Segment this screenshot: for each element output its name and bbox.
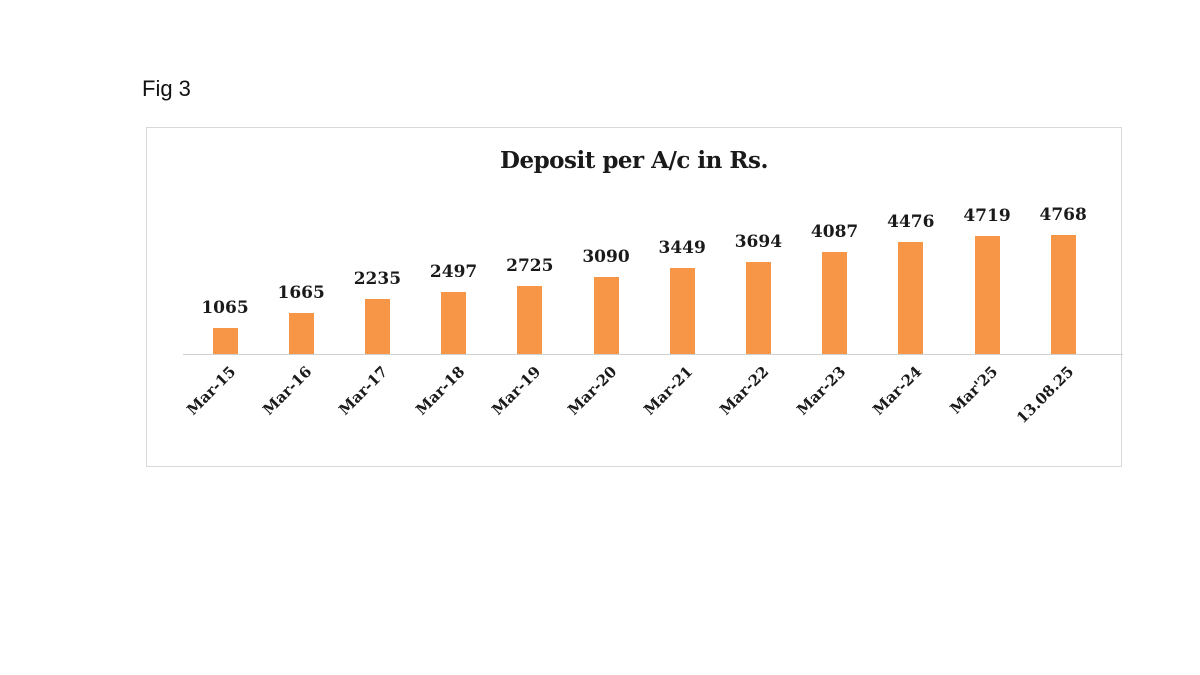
bar [364, 298, 390, 354]
bar [212, 327, 238, 354]
bar [517, 286, 543, 354]
x-tick-label: Mar-18 [411, 362, 468, 419]
figure-label: Fig 3 [142, 76, 191, 101]
data-label: 2725 [506, 256, 554, 277]
x-tick-label: Mar-22 [716, 362, 773, 419]
data-label: 3694 [734, 232, 783, 252]
x-tick-label: Mar-15 [183, 362, 240, 419]
x-tick-label: Mar-21 [640, 362, 697, 419]
data-label: 1065 [201, 297, 249, 318]
x-tick-label: Mar-19 [488, 362, 545, 419]
data-label: 2235 [353, 268, 402, 289]
x-tick-label: Mar-17 [335, 362, 392, 419]
bar [745, 262, 771, 354]
bar [974, 236, 1000, 354]
x-axis-line [183, 354, 1123, 355]
bar [898, 242, 924, 354]
data-label: 4476 [887, 212, 935, 233]
bar [669, 268, 695, 354]
chart-title: Deposit per A/c in Rs. [500, 147, 768, 174]
data-label: 2497 [429, 262, 478, 283]
x-tick-label: 13.08.25 [1013, 362, 1078, 428]
x-tick-label: Mar-20 [564, 362, 621, 419]
data-label: 4768 [1039, 205, 1087, 226]
bar [288, 312, 314, 354]
x-tick-label: Mar'25 [946, 362, 1002, 418]
bar [1050, 235, 1076, 354]
bar [593, 277, 619, 354]
bar [441, 292, 467, 354]
data-label: 3449 [658, 238, 706, 259]
chart-area: Deposit per A/c in Rs. 1065 Mar-15 1665 Mar… [146, 127, 1123, 467]
data-label: 4087 [810, 222, 859, 243]
x-tick-label: Mar-23 [792, 362, 849, 419]
data-label: 1665 [277, 282, 325, 303]
data-label: 4719 [963, 206, 1011, 227]
data-label: 3090 [582, 247, 630, 268]
bar [822, 252, 848, 354]
x-tick-label: Mar-16 [259, 362, 316, 419]
x-tick-label: Mar-24 [869, 362, 926, 419]
